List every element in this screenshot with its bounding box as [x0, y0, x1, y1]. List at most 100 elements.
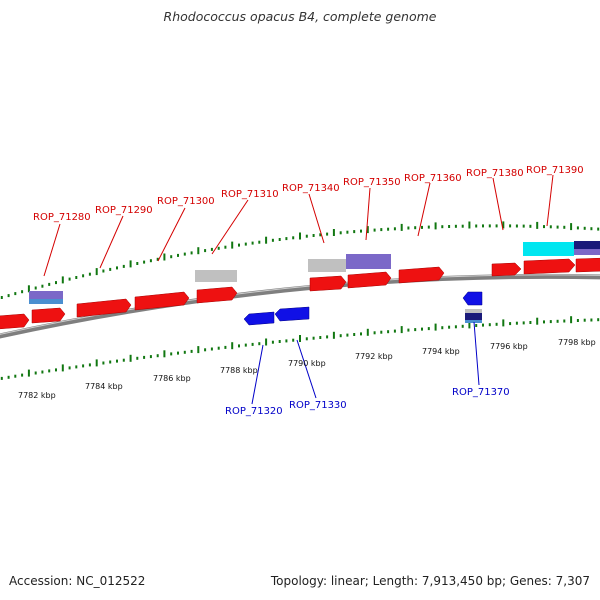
- minor-tick: [414, 328, 417, 332]
- major-tick: [570, 223, 573, 231]
- minor-tick: [244, 242, 247, 246]
- gene-forward[interactable]: [575, 257, 600, 273]
- feature-navy-box[interactable]: [574, 241, 600, 249]
- minor-tick: [441, 326, 444, 330]
- minor-tick: [278, 238, 281, 241]
- gene-ROP_71360[interactable]: [398, 266, 445, 284]
- label-ROP_71320[interactable]: ROP_71320: [225, 406, 283, 417]
- gene-ROP_71370[interactable]: [462, 291, 483, 306]
- minor-tick: [454, 224, 457, 228]
- inner-tick-track: [0, 316, 600, 380]
- minor-tick: [319, 336, 322, 339]
- minor-tick: [421, 225, 423, 229]
- feature-steel-box[interactable]: [29, 299, 63, 304]
- minor-tick: [583, 318, 586, 322]
- minor-tick: [41, 284, 44, 288]
- minor-tick: [305, 337, 308, 341]
- feature-cyan-box[interactable]: [523, 242, 574, 256]
- reverse-labels: ROP_71320 ROP_71330 ROP_71370: [225, 387, 510, 417]
- gene-ROP_71280[interactable]: [31, 307, 66, 324]
- gene-ROP_71320[interactable]: [243, 311, 275, 326]
- label-ROP_71340[interactable]: ROP_71340: [282, 183, 340, 194]
- minor-tick: [143, 355, 146, 359]
- minor-tick: [116, 266, 118, 270]
- minor-tick: [461, 324, 464, 328]
- minor-tick: [177, 253, 179, 257]
- major-tick: [95, 268, 98, 276]
- minor-tick: [190, 251, 193, 255]
- minor-tick: [102, 361, 105, 365]
- feature-purple-box[interactable]: [346, 254, 391, 269]
- minor-tick: [88, 363, 91, 367]
- minor-tick: [515, 321, 518, 325]
- minor-tick: [556, 319, 559, 323]
- minor-tick: [21, 290, 24, 294]
- accession-text: Accession: NC_012522: [9, 574, 146, 588]
- minor-tick: [305, 234, 308, 238]
- gene-ROP_71350[interactable]: [347, 271, 392, 289]
- minor-tick: [393, 227, 396, 231]
- label-ROP_71330[interactable]: ROP_71330: [289, 400, 347, 411]
- gene-forward[interactable]: [0, 313, 30, 330]
- minor-tick: [292, 236, 295, 240]
- minor-tick: [156, 354, 159, 358]
- minor-tick: [387, 330, 390, 334]
- feature-gray-box[interactable]: [308, 259, 346, 272]
- scale-label: 7786 kbp: [153, 374, 191, 383]
- minor-tick: [576, 226, 579, 230]
- minor-tick: [136, 262, 139, 265]
- minor-tick: [509, 224, 512, 228]
- gene-ROP_71290[interactable]: [76, 298, 132, 318]
- major-tick: [434, 323, 437, 331]
- minor-tick: [495, 224, 498, 228]
- major-tick: [299, 232, 301, 240]
- label-ROP_71360[interactable]: ROP_71360: [404, 173, 462, 184]
- minor-tick: [258, 342, 261, 346]
- label-ROP_71300[interactable]: ROP_71300: [157, 196, 215, 207]
- gene-ROP_71340[interactable]: [309, 275, 347, 292]
- feature-purple-box[interactable]: [29, 291, 63, 299]
- minor-tick: [543, 320, 545, 324]
- scale-label: 7790 kbp: [288, 359, 326, 368]
- minor-tick: [258, 240, 261, 244]
- label-ROP_71370[interactable]: ROP_71370: [452, 387, 510, 398]
- minor-tick: [217, 246, 220, 250]
- minor-tick: [122, 358, 125, 362]
- gene-ROP_71300[interactable]: [134, 291, 190, 311]
- feature-gray-box[interactable]: [465, 309, 482, 313]
- label-ROP_71280[interactable]: ROP_71280: [33, 212, 91, 223]
- gene-ROP_71380[interactable]: [491, 262, 522, 277]
- label-ROP_71380[interactable]: ROP_71380: [466, 168, 524, 179]
- minor-tick: [21, 373, 24, 377]
- minor-tick: [576, 319, 579, 322]
- gene-ROP_71390[interactable]: [523, 258, 576, 275]
- feature-gray-box[interactable]: [195, 270, 237, 282]
- label-ROP_71390[interactable]: ROP_71390: [526, 165, 584, 176]
- minor-tick: [549, 320, 552, 324]
- minor-tick: [251, 342, 254, 346]
- label-ROP_71310[interactable]: ROP_71310: [221, 189, 279, 200]
- label-ROP_71350[interactable]: ROP_71350: [343, 177, 401, 188]
- minor-tick: [590, 318, 593, 322]
- gene-ROP_71310[interactable]: [196, 286, 238, 304]
- minor-tick: [380, 228, 383, 232]
- minor-tick: [339, 334, 342, 338]
- minor-tick: [509, 322, 512, 326]
- feature-steel-box[interactable]: [465, 320, 482, 323]
- scale-labels: 7782 kbp 7784 kbp 7786 kbp 7788 kbp 7790…: [18, 338, 596, 400]
- major-tick: [231, 342, 234, 350]
- label-ROP_71290[interactable]: ROP_71290: [95, 205, 153, 216]
- minor-tick: [529, 321, 532, 324]
- minor-tick: [326, 232, 329, 236]
- major-tick: [265, 338, 268, 346]
- gene-ROP_71330[interactable]: [274, 306, 310, 322]
- major-tick: [231, 241, 234, 249]
- minor-tick: [55, 368, 57, 372]
- feature-purple-box[interactable]: [574, 249, 600, 255]
- minor-tick: [488, 323, 491, 327]
- feature-navy-box[interactable]: [465, 313, 482, 320]
- major-tick: [27, 285, 30, 293]
- minor-tick: [0, 296, 3, 299]
- major-tick: [502, 319, 505, 327]
- minor-tick: [217, 346, 220, 350]
